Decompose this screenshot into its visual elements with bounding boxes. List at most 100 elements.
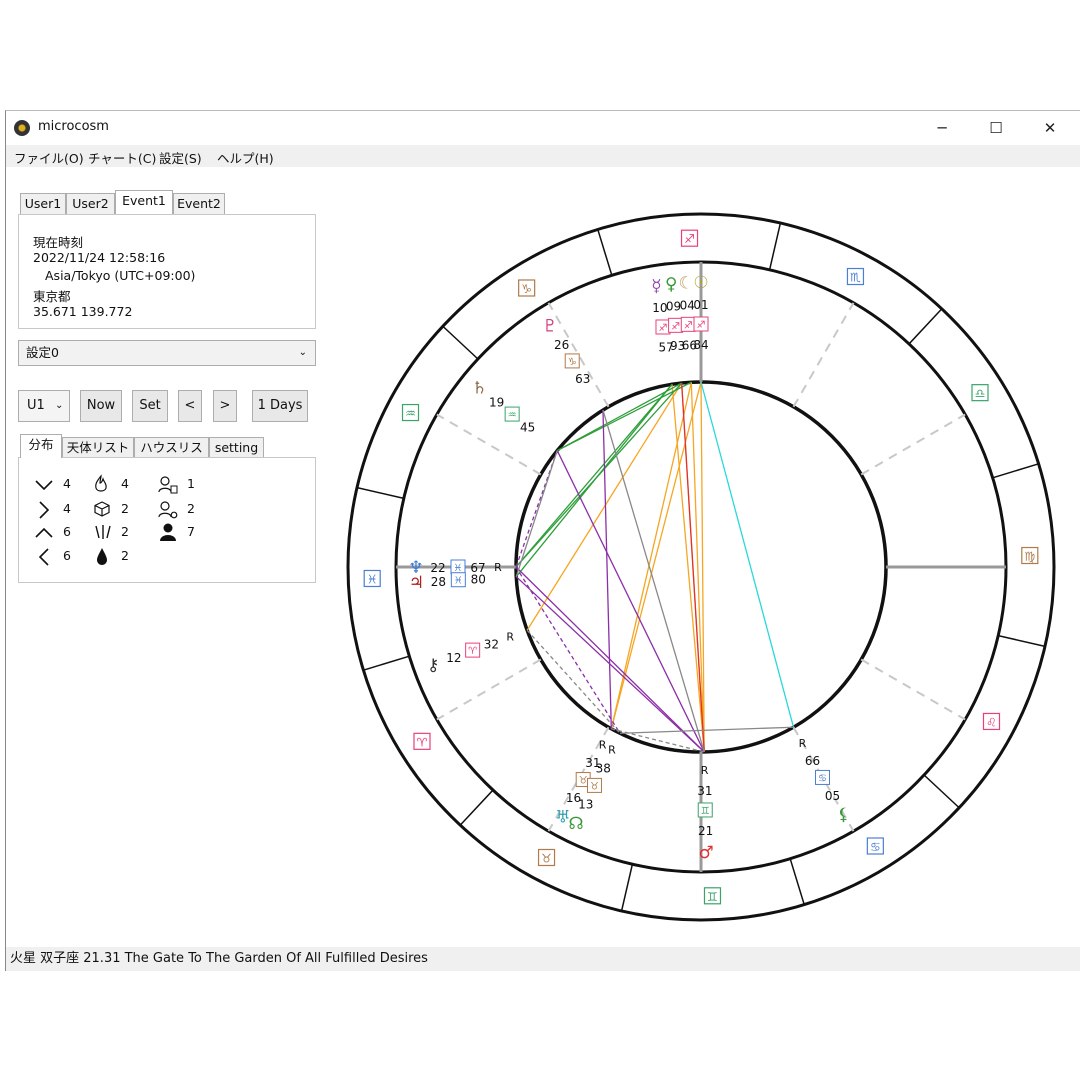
zodiac-sign-glyph: ♈ — [417, 735, 428, 749]
event-coords: 35.671 139.772 — [33, 304, 133, 319]
sign-box — [846, 267, 865, 286]
planet-minute: 84 — [693, 338, 708, 352]
horoscope-chart[interactable]: ♐♑♒♓♈♉♊♋♌♍♎♏ ☿10♐57♀09♐93☾04♐66☉01♐84♇26… — [346, 209, 1066, 929]
planet-entry: ♃ 28 ♓ 80 — [409, 572, 486, 593]
event-datetime: 2022/11/24 12:58:16 — [33, 250, 166, 265]
aspect-minor — [602, 409, 705, 753]
menu-help[interactable]: ヘルプ(H) — [217, 151, 274, 166]
planet-sign-box — [693, 316, 709, 332]
water-drop-icon — [97, 548, 107, 565]
aspect-trine — [700, 381, 705, 752]
zodiac-sign-glyph: ♋ — [870, 840, 881, 854]
aspect-square — [556, 450, 705, 753]
set-button[interactable]: Set — [132, 390, 168, 422]
aspect-square — [602, 410, 612, 729]
now-button[interactable]: Now — [80, 390, 122, 422]
planet-entry: ♄19 ♒45 — [472, 379, 535, 435]
planet-entry: ♆ 22 ♓ 67 R — [408, 558, 502, 578]
retrograde-mark: R — [701, 764, 709, 777]
zodiac-sign-glyph: ♏ — [850, 271, 861, 285]
zodiac-sign-glyph: ♒ — [405, 407, 416, 421]
planet-minute: 63 — [575, 372, 590, 386]
event-timezone: Asia/Tokyo (UTC+09:00) — [45, 268, 196, 283]
tab-setting[interactable]: setting — [209, 437, 264, 458]
zodiac-sign-glyph: ♑ — [521, 282, 532, 296]
aspect-sextile — [556, 382, 682, 452]
sign-divider — [998, 634, 1046, 648]
window-title: microcosm — [38, 119, 109, 134]
right-chevron-icon — [39, 501, 50, 519]
sign-box — [971, 384, 989, 402]
event-place: 東京都 — [33, 289, 71, 304]
planet-sign-box — [815, 769, 830, 785]
tab-event1[interactable]: Event1 — [115, 190, 173, 214]
sign-divider — [459, 789, 494, 826]
aspect-sextile — [515, 383, 673, 568]
tab-user1[interactable]: User1 — [20, 193, 66, 214]
planet-glyph: ♃ — [409, 573, 424, 593]
aspect-opposition — [681, 382, 705, 753]
planet-sign-glyph: ♒ — [508, 410, 517, 421]
tab-house-list[interactable]: ハウスリスト — [134, 437, 209, 475]
menu-file[interactable]: ファイル(O) — [14, 151, 84, 166]
menu-settings[interactable]: 設定(S) — [159, 151, 202, 166]
next-button[interactable]: > — [213, 390, 237, 422]
planet-sign-glyph: ♈ — [468, 646, 477, 657]
maximize-button[interactable]: ☐ — [989, 119, 1003, 137]
quadrant-count: 4 — [63, 476, 71, 491]
tab-distribution[interactable]: 分布 — [20, 434, 62, 458]
sign-divider — [992, 463, 1039, 479]
planet-entry: ☿ 10 ♐ 57 — [651, 277, 674, 355]
house-cusp — [547, 302, 610, 408]
aspect-trine — [671, 384, 705, 753]
user-select[interactable]: U1 ⌄ — [18, 390, 70, 422]
planet-minute: 38 — [596, 761, 611, 775]
planets: ☿10♐57♀09♐93☾04♐66☉01♐84♇26♑63♄19♒45♆ 22 ♓… — [408, 273, 849, 863]
planet-minute: 80 — [471, 573, 486, 587]
zodiac-sign-glyph: ♉ — [541, 851, 552, 865]
tab-user2[interactable]: User2 — [66, 193, 115, 214]
sign-divider — [620, 864, 634, 912]
fire-icon — [95, 474, 107, 492]
planet-sign-glyph: ♑ — [568, 357, 577, 368]
planet-glyph: ♂ — [698, 843, 713, 863]
aspect-trine — [526, 382, 683, 631]
distribution-panel: 4 4 6 6 4 2 2 2 1 2 7 — [18, 457, 316, 583]
title-bar[interactable]: microcosm ─ ☐ ✕ — [6, 111, 1080, 145]
planet-sign-glyph: ♋ — [818, 773, 827, 784]
planet-glyph: ♇ — [542, 316, 557, 336]
house-cusp — [860, 413, 966, 476]
sign-divider — [597, 229, 613, 276]
menu-chart[interactable]: チャート(C) — [88, 151, 157, 166]
aspect-minor-dashed — [611, 728, 705, 753]
house-cusp — [547, 726, 610, 832]
step-button[interactable]: 1 Days — [252, 390, 308, 422]
tab-planet-list[interactable]: 天体リスト — [62, 437, 134, 458]
planet-minute: 66 — [805, 754, 820, 768]
planet-sign-glyph: ♐ — [671, 321, 680, 332]
planet-sign-box — [564, 353, 580, 369]
sign-divider — [923, 774, 960, 809]
house-cusp — [436, 413, 542, 476]
sign-divider — [768, 222, 782, 270]
tab-event2[interactable]: Event2 — [173, 193, 225, 214]
sign-box — [401, 403, 420, 422]
close-button[interactable]: ✕ — [1043, 119, 1057, 137]
planet-degree: 13 — [578, 797, 593, 811]
planet-degree: 26 — [554, 338, 569, 352]
planet-sign-glyph: ♉ — [579, 776, 588, 787]
app-window: microcosm ─ ☐ ✕ ファイル(O) チャート(C) 設定(S) ヘル… — [5, 110, 1080, 971]
zodiac-sign-glyph: ♊ — [707, 890, 718, 904]
planet-sign-box — [586, 777, 602, 793]
planet-glyph: ♄ — [472, 379, 487, 399]
v-chevron-icon — [35, 480, 53, 491]
planet-minute: 31 — [585, 756, 600, 770]
element-count: 2 — [121, 501, 129, 516]
prev-button[interactable]: < — [178, 390, 202, 422]
minimize-button[interactable]: ─ — [937, 119, 947, 137]
sign-box — [703, 887, 722, 905]
aspect-minor — [619, 726, 794, 734]
settings-dropdown[interactable]: 設定0 ⌄ — [18, 340, 316, 366]
aspect-minor — [515, 450, 558, 577]
planet-degree: 19 — [489, 395, 504, 409]
